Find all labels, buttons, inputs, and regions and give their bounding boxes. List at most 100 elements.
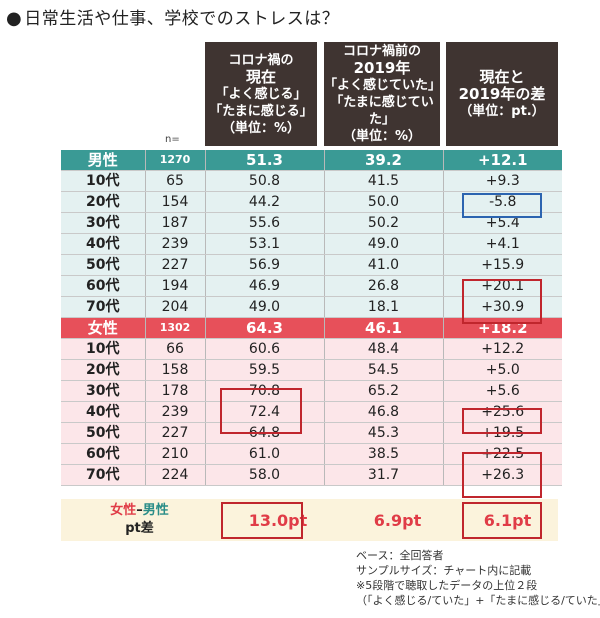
footnote: ベース：全回答者 サンプルサイズ：チャート内に記載 ※5段階で聴取したデータの上… xyxy=(356,548,600,608)
table-row: 10代 66 60.6 48.4 +12.2 xyxy=(61,338,562,360)
header-2019-line: 「よく感じていた」 xyxy=(324,78,442,93)
value-2019: 26.8 xyxy=(324,275,444,297)
row-label: 10代 xyxy=(61,170,146,192)
value-now: 55.6 xyxy=(205,212,325,234)
gap-2019-cell: 6.9pt xyxy=(338,499,457,541)
value-now: 70.8 xyxy=(205,380,325,402)
value-now: 53.1 xyxy=(205,233,325,255)
sample-size: 158 xyxy=(145,359,206,381)
footnote-line: （「よく感じる/ていた」+「たまに感じる/ていた」） xyxy=(356,594,600,607)
value-2019: 50.2 xyxy=(324,212,444,234)
table-row: 70代 204 49.0 18.1 +30.9 xyxy=(61,296,562,318)
header-2019-line: 「たまに感じていた」 xyxy=(330,95,434,127)
row-label: 女性 xyxy=(61,317,146,339)
header-now-line: 現在 xyxy=(245,67,276,86)
header-2019-line: （単位：%） xyxy=(342,129,422,144)
table-row: 10代 65 50.8 41.5 +9.3 xyxy=(61,170,562,192)
title-text: 日常生活や仕事、学校でのストレスは？ xyxy=(24,9,340,29)
table-row: 30代 178 70.8 65.2 +5.6 xyxy=(61,380,562,402)
table-row: 50代 227 56.9 41.0 +15.9 xyxy=(61,254,562,276)
sample-size: 224 xyxy=(145,464,206,486)
value-now: 46.9 xyxy=(205,275,325,297)
value-2019: 18.1 xyxy=(324,296,444,318)
row-label: 40代 xyxy=(61,233,146,255)
value-diff: -5.8 xyxy=(443,191,562,213)
value-diff: +9.3 xyxy=(443,170,562,192)
header-diff-line: 現在と xyxy=(479,67,525,86)
sample-size: 65 xyxy=(145,170,206,192)
highlight-box xyxy=(462,279,542,324)
value-diff: +5.0 xyxy=(443,359,562,381)
gap-label-dash: – xyxy=(136,503,143,518)
header-now: コロナ禍の 現在 「よく感じる」 「たまに感じる」 （単位：%） xyxy=(205,42,317,146)
value-now: 59.5 xyxy=(205,359,325,381)
header-diff: 現在と 2019年の差 （単位：pt.） xyxy=(446,42,558,146)
chart-title: ● 日常生活や仕事、学校でのストレスは？ xyxy=(6,4,339,29)
sample-size: 227 xyxy=(145,254,206,276)
value-2019: 50.0 xyxy=(324,191,444,213)
value-2019: 49.0 xyxy=(324,233,444,255)
table-row: 20代 158 59.5 54.5 +5.0 xyxy=(61,359,562,381)
sample-size: 154 xyxy=(145,191,206,213)
header-now-line: 「よく感じる」 xyxy=(215,86,307,102)
gap-label-male: 男性 xyxy=(142,503,169,518)
value-now: 72.4 xyxy=(205,401,325,423)
value-diff: +22.5 xyxy=(443,443,562,465)
sample-size: 227 xyxy=(145,422,206,444)
row-label: 50代 xyxy=(61,422,146,444)
gap-label: 女性–男性 pt差 xyxy=(61,499,218,541)
value-2019: 38.5 xyxy=(324,443,444,465)
row-label: 20代 xyxy=(61,359,146,381)
row-label: 10代 xyxy=(61,338,146,360)
row-label: 30代 xyxy=(61,212,146,234)
highlight-box-blue xyxy=(462,193,542,218)
row-label: 60代 xyxy=(61,275,146,297)
gap-2019-value: 6.9pt xyxy=(373,510,422,530)
value-diff: +15.9 xyxy=(443,254,562,276)
value-now: 60.6 xyxy=(205,338,325,360)
header-now-line: コロナ禍の xyxy=(228,52,294,68)
value-2019: 41.5 xyxy=(324,170,444,192)
table-row: 60代 210 61.0 38.5 +22.5 xyxy=(61,443,562,465)
highlight-box xyxy=(462,452,542,498)
sample-size: 187 xyxy=(145,212,206,234)
value-2019: 46.8 xyxy=(324,401,444,423)
header-now-line: 「たまに感じる」 xyxy=(209,103,313,119)
n-label: n= xyxy=(165,134,180,145)
value-diff: +30.9 xyxy=(443,296,562,318)
table-row: 20代 154 44.2 50.0 -5.8 xyxy=(61,191,562,213)
male-summary-row: 男性 1270 51.3 39.2 +12.1 xyxy=(61,150,562,171)
value-now: 58.0 xyxy=(205,464,325,486)
data-table: 男性 1270 51.3 39.2 +12.1 10代 65 50.8 41.5 +9.3 20代 1… xyxy=(61,150,562,486)
value-2019: 48.4 xyxy=(324,338,444,360)
value-2019: 65.2 xyxy=(324,380,444,402)
value-2019: 45.3 xyxy=(324,422,444,444)
value-2019: 39.2 xyxy=(324,150,444,171)
row-label: 50代 xyxy=(61,254,146,276)
value-now: 64.3 xyxy=(205,317,325,339)
value-diff: +4.1 xyxy=(443,233,562,255)
sample-size: 210 xyxy=(145,443,206,465)
table-row: 60代 194 46.9 26.8 +20.1 xyxy=(61,275,562,297)
sample-size: 194 xyxy=(145,275,206,297)
sample-size: 239 xyxy=(145,401,206,423)
table-row: 40代 239 53.1 49.0 +4.1 xyxy=(61,233,562,255)
highlight-box xyxy=(221,502,303,539)
row-label: 30代 xyxy=(61,380,146,402)
value-diff: +25.6 xyxy=(443,401,562,423)
gap-now-value: 13.0pt xyxy=(248,510,308,530)
table-row: 70代 224 58.0 31.7 +26.3 xyxy=(61,464,562,486)
gap-label-line2: pt差 xyxy=(125,521,154,536)
value-2019: 54.5 xyxy=(324,359,444,381)
value-diff: +26.3 xyxy=(443,464,562,486)
value-now: 56.9 xyxy=(205,254,325,276)
value-now: 49.0 xyxy=(205,296,325,318)
row-label: 40代 xyxy=(61,401,146,423)
sample-size: 239 xyxy=(145,233,206,255)
row-label: 男性 xyxy=(61,150,146,171)
value-2019: 31.7 xyxy=(324,464,444,486)
header-2019-line: コロナ禍前の xyxy=(342,44,421,59)
title-bullet-icon: ● xyxy=(6,8,23,29)
value-diff: +12.2 xyxy=(443,338,562,360)
highlight-box xyxy=(462,408,542,434)
